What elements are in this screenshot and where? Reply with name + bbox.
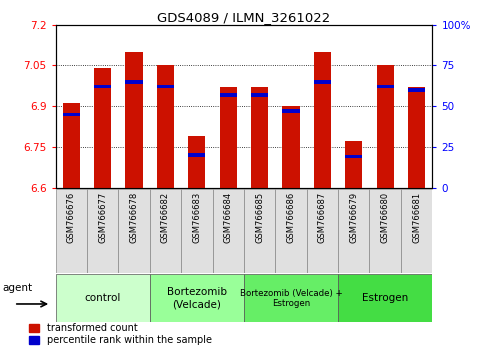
Bar	[126, 80, 142, 84]
FancyBboxPatch shape	[56, 274, 150, 322]
FancyBboxPatch shape	[369, 189, 401, 273]
Bar	[126, 52, 142, 188]
Bar	[377, 85, 394, 88]
FancyBboxPatch shape	[213, 189, 244, 273]
FancyBboxPatch shape	[244, 189, 275, 273]
FancyBboxPatch shape	[338, 274, 432, 322]
Bar	[314, 52, 331, 188]
Bar	[408, 87, 425, 188]
Bar	[408, 88, 425, 92]
Text: GSM766679: GSM766679	[349, 192, 358, 243]
Bar	[283, 106, 299, 188]
Text: GSM766678: GSM766678	[129, 192, 139, 243]
Bar	[377, 65, 394, 188]
Text: GSM766681: GSM766681	[412, 192, 421, 243]
FancyBboxPatch shape	[56, 189, 87, 273]
FancyBboxPatch shape	[338, 189, 369, 273]
Text: Estrogen: Estrogen	[362, 293, 408, 303]
FancyBboxPatch shape	[87, 189, 118, 273]
FancyBboxPatch shape	[401, 189, 432, 273]
Text: GSM766685: GSM766685	[255, 192, 264, 243]
Bar	[251, 87, 268, 188]
Text: GSM766684: GSM766684	[224, 192, 233, 243]
Bar	[220, 87, 237, 188]
Bar	[94, 85, 111, 88]
Text: GSM766687: GSM766687	[318, 192, 327, 243]
Bar	[157, 85, 174, 88]
Bar	[94, 68, 111, 188]
FancyBboxPatch shape	[275, 189, 307, 273]
Bar	[157, 65, 174, 188]
Text: Bortezomib
(Velcade): Bortezomib (Velcade)	[167, 287, 227, 309]
Title: GDS4089 / ILMN_3261022: GDS4089 / ILMN_3261022	[157, 11, 330, 24]
FancyBboxPatch shape	[118, 189, 150, 273]
Text: Bortezomib (Velcade) +
Estrogen: Bortezomib (Velcade) + Estrogen	[240, 289, 342, 308]
Text: GSM766676: GSM766676	[67, 192, 76, 243]
FancyBboxPatch shape	[181, 189, 213, 273]
Legend: transformed count, percentile rank within the sample: transformed count, percentile rank withi…	[29, 324, 212, 346]
Text: control: control	[85, 293, 121, 303]
Text: GSM766680: GSM766680	[381, 192, 390, 243]
Bar	[63, 103, 80, 188]
Bar	[220, 93, 237, 97]
Text: GSM766686: GSM766686	[286, 192, 296, 243]
FancyBboxPatch shape	[150, 274, 244, 322]
Text: agent: agent	[3, 283, 33, 293]
FancyBboxPatch shape	[150, 189, 181, 273]
Bar	[251, 93, 268, 97]
Text: GSM766682: GSM766682	[161, 192, 170, 243]
Bar	[188, 153, 205, 157]
Text: GSM766683: GSM766683	[192, 192, 201, 243]
Text: GSM766677: GSM766677	[98, 192, 107, 243]
Bar	[345, 142, 362, 188]
Bar	[63, 113, 80, 116]
Bar	[283, 109, 299, 113]
FancyBboxPatch shape	[307, 189, 338, 273]
Bar	[314, 80, 331, 84]
FancyBboxPatch shape	[244, 274, 338, 322]
Bar	[345, 155, 362, 159]
Bar	[188, 136, 205, 188]
